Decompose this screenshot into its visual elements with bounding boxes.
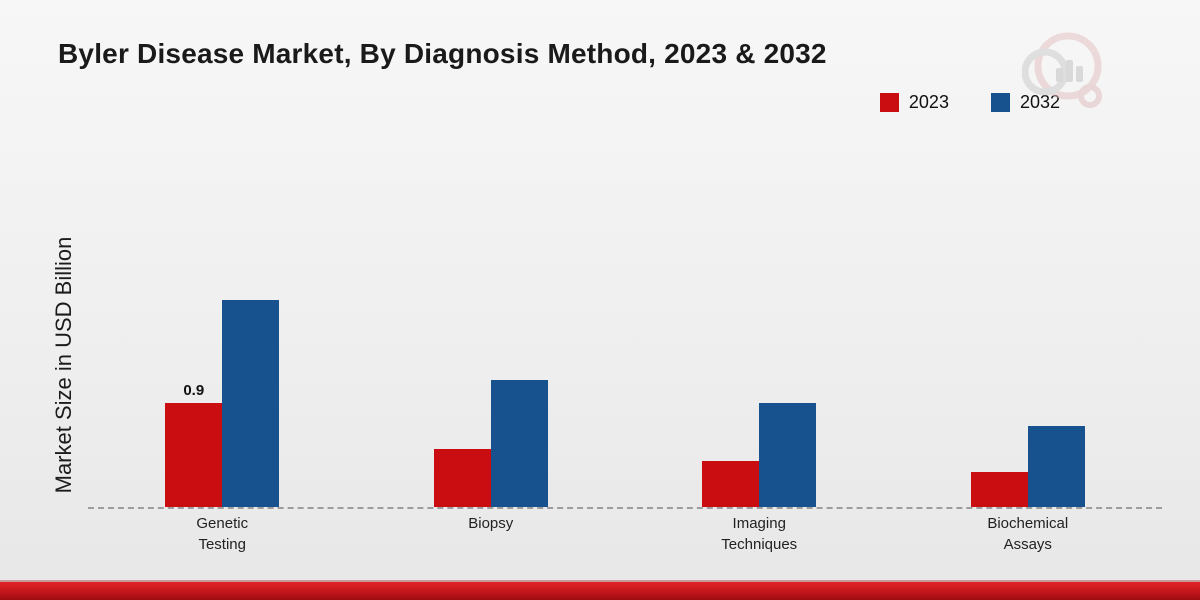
legend-label-2032: 2032 (1019, 92, 1060, 112)
plot-area: 0.9 (88, 150, 1162, 509)
legend-swatch-2023-icon (879, 93, 899, 112)
category-axis: Genetic Testing Biopsy Imaging Techniques B… (88, 513, 1162, 555)
legend-label-2023: 2023 (908, 92, 949, 112)
bar-group: 0.9 (88, 150, 357, 507)
mrfr-logo-watermark-icon (1022, 32, 1102, 108)
bar-2032-3 (759, 403, 817, 507)
bar-2032-1 (222, 300, 280, 507)
bar-2023-2 (433, 449, 491, 507)
bar-group (894, 150, 1163, 507)
bar-2032-4 (1027, 426, 1085, 507)
bar-2023-3 (702, 461, 760, 507)
category-label: Biopsy (468, 515, 514, 532)
bar-2023-4 (970, 472, 1028, 507)
bar-value-label: 0.9 (183, 382, 205, 399)
bottom-red-band (0, 582, 1200, 600)
legend: 2023 2032 (879, 92, 1060, 113)
legend-item-2023: 2023 (879, 92, 949, 113)
bottom-band-edge (0, 580, 1200, 582)
bar-group (357, 150, 626, 507)
bar-2023-1 (165, 403, 223, 507)
chart-title: Byler Disease Market, By Diagnosis Metho… (58, 38, 827, 69)
bar-2032-2 (490, 380, 548, 507)
legend-swatch-2032-icon (990, 93, 1010, 112)
category-label: Biochemical Assays (987, 515, 1069, 553)
bar-group (625, 150, 894, 507)
category-label: Imaging Techniques (721, 515, 798, 553)
y-axis-label: Market Size in USD Billion (51, 236, 76, 494)
category-label: Genetic Testing (196, 515, 249, 553)
legend-item-2032: 2032 (990, 92, 1060, 113)
